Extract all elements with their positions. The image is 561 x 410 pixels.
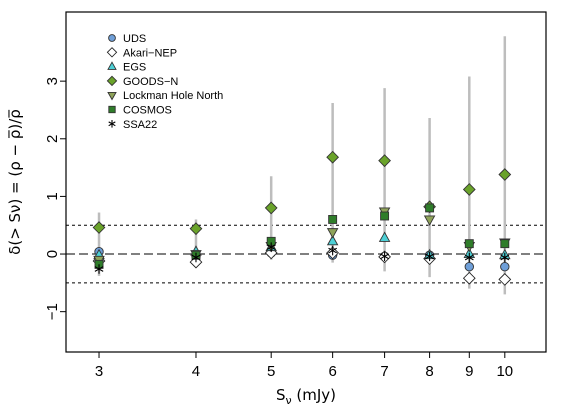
point-goods-n — [92, 221, 106, 234]
point-goods-n — [378, 154, 391, 168]
point-ssa22 — [500, 252, 510, 263]
legend-label: Akari−NEP — [123, 47, 177, 59]
x-tick-label: 5 — [267, 363, 275, 380]
point-ssa22 — [380, 251, 390, 262]
reference-lines — [66, 224, 546, 284]
point-ssa22 — [266, 242, 276, 252]
legend-marker — [107, 61, 117, 70]
x-tick-label: 9 — [465, 363, 473, 380]
point-ssa22 — [425, 251, 435, 262]
legend-label: GOODS−N — [123, 76, 178, 88]
plot-frame — [65, 11, 547, 353]
legend-label: SSA22 — [123, 119, 157, 131]
y-tick-label: 3 — [44, 77, 61, 85]
y-tick-label: 2 — [44, 135, 61, 143]
legend: UDS Akari−NEP EGS GOODS−N Lockman Hole North… — [106, 33, 223, 131]
point-goods-n — [462, 183, 476, 196]
x-tick-label: 7 — [380, 363, 388, 380]
legend-marker — [106, 47, 118, 58]
point-ssa22 — [94, 264, 104, 274]
legend-label: EGS — [123, 62, 146, 74]
point-goods-n — [326, 150, 340, 164]
legend-marker — [108, 105, 116, 114]
point-akari-nep — [498, 273, 512, 286]
x-tick-label: 6 — [328, 363, 336, 380]
legend-marker — [106, 75, 118, 87]
axis-ticks: 3 4 5 6 7 8 9 10 −1 0 1 2 3 — [44, 77, 513, 380]
y-tick-label: 1 — [44, 192, 61, 200]
point-lockman-hole-north — [326, 228, 339, 239]
x-tick-label: 4 — [192, 363, 200, 380]
legend-label: COSMOS — [123, 105, 172, 117]
point-cosmos — [380, 211, 390, 221]
y-tick-label: 0 — [44, 250, 61, 258]
point-cosmos — [500, 239, 510, 249]
point-uds — [464, 262, 474, 272]
point-goods-n — [189, 222, 203, 236]
legend-label: UDS — [123, 33, 146, 45]
point-akari-nep — [462, 271, 476, 285]
y-tick-label: −1 — [44, 303, 61, 320]
point-cosmos — [328, 215, 338, 224]
legend-marker — [108, 120, 116, 128]
legend-marker — [107, 91, 117, 101]
point-cosmos — [464, 239, 474, 249]
legend-label: Lockman Hole North — [123, 90, 223, 102]
axes — [65, 11, 547, 353]
y-axis-label: δ(> Sν) = (ρ − ρ̅)/ρ̅ — [6, 109, 24, 255]
x-tick-label: 3 — [95, 363, 103, 380]
point-ssa22 — [191, 252, 201, 263]
x-tick-label: 8 — [425, 363, 433, 380]
data-points — [92, 150, 512, 286]
x-tick-label: 10 — [496, 363, 513, 380]
point-cosmos — [425, 203, 435, 213]
point-egs — [378, 231, 391, 242]
point-ssa22 — [328, 245, 338, 256]
point-ssa22 — [464, 252, 474, 263]
legend-marker — [108, 34, 116, 42]
point-egs — [326, 234, 339, 246]
point-goods-n — [264, 201, 278, 215]
point-lockman-hole-north — [423, 215, 436, 226]
point-uds — [500, 262, 510, 272]
x-axis-label: Sν (mJy) — [276, 386, 336, 407]
point-goods-n — [498, 168, 512, 181]
